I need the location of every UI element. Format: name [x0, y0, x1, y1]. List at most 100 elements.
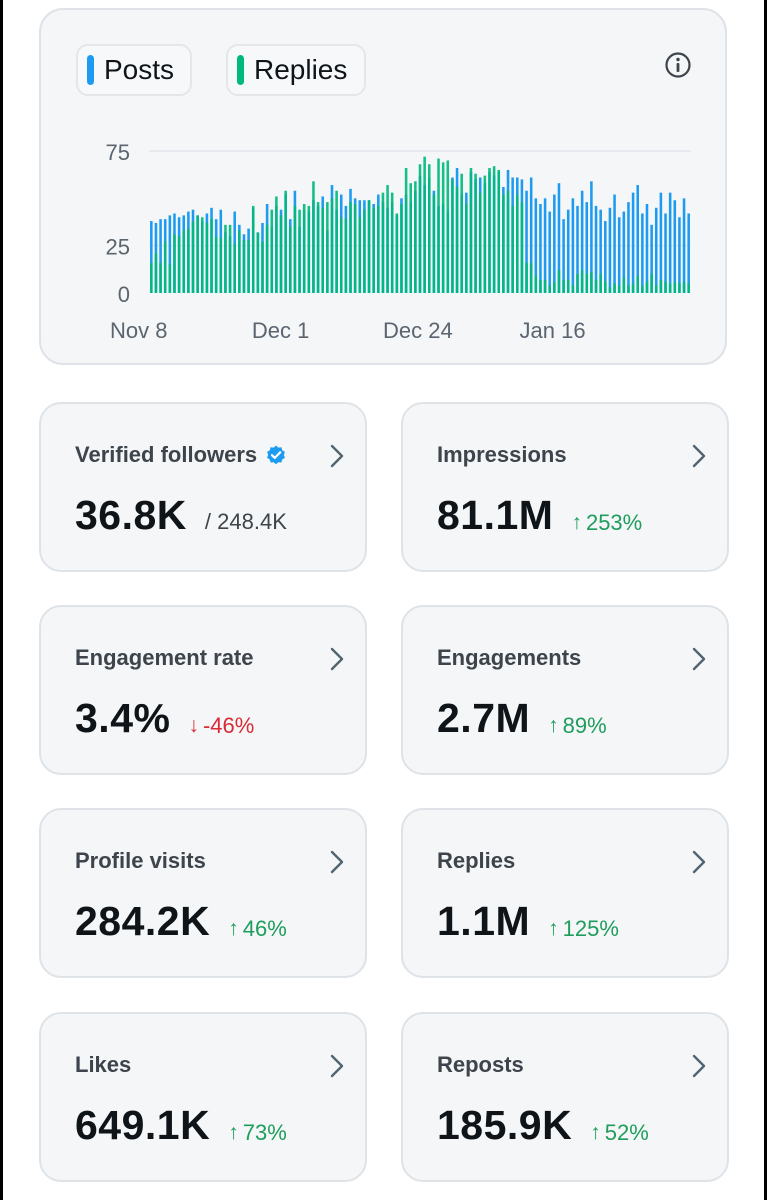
- replies-bar: [654, 285, 658, 293]
- x-tick-label: Dec 1: [252, 318, 309, 343]
- posts-bar: [622, 211, 626, 293]
- stat-value: 2.7M: [437, 695, 531, 741]
- stat-label-likes: Likes: [75, 1052, 132, 1077]
- replies-bar: [678, 283, 681, 293]
- replies-bar: [641, 285, 644, 293]
- replies-bar: [344, 219, 348, 293]
- replies-bar: [386, 185, 389, 293]
- posts-bar: [604, 221, 607, 293]
- stat-change: ↑ 46%: [228, 916, 287, 942]
- x-tick-label: Jan 16: [520, 318, 586, 343]
- replies-bar: [270, 209, 274, 293]
- info-icon[interactable]: [663, 50, 693, 80]
- replies-bar: [168, 264, 172, 293]
- stat-card-impressions[interactable]: Impressions 81.1M ↑ 253%: [401, 402, 729, 572]
- posts-bar: [678, 217, 681, 293]
- stat-value: 185.9K: [437, 1102, 573, 1148]
- stat-change-value: 89%: [562, 713, 607, 738]
- replies-bar: [627, 285, 630, 293]
- arrow-up-icon: ↑: [571, 511, 582, 534]
- replies-bar: [224, 224, 227, 293]
- posts-bar: [562, 219, 565, 293]
- chevron-right-icon: [330, 850, 344, 874]
- replies-bar: [529, 262, 533, 293]
- replies-bar: [506, 190, 510, 293]
- posts-bar: [566, 209, 570, 293]
- stat-row: 81.1M ↑ 253%: [437, 492, 642, 539]
- replies-bar: [636, 275, 640, 293]
- posts-bar: [525, 190, 528, 293]
- replies-bar: [460, 173, 463, 293]
- arrow-up-icon: ↑: [590, 1121, 601, 1144]
- replies-bar: [497, 169, 501, 293]
- replies-bar: [599, 274, 602, 293]
- stat-card-likes[interactable]: Likes 649.1K ↑ 73%: [39, 1012, 367, 1182]
- legend-replies-chip[interactable]: Replies: [226, 44, 366, 96]
- stat-card-profile-visits[interactable]: Profile visits 284.2K ↑ 46%: [39, 808, 367, 978]
- replies-bar: [335, 190, 338, 293]
- stat-card-replies[interactable]: Replies 1.1M ↑ 125%: [401, 808, 729, 978]
- replies-bar: [576, 274, 579, 293]
- stat-change-value: 253%: [585, 510, 643, 535]
- replies-bar: [316, 202, 320, 293]
- replies-bar: [673, 281, 677, 293]
- replies-bar: [613, 283, 616, 293]
- replies-bar: [363, 209, 366, 293]
- replies-bar: [604, 281, 607, 293]
- posts-bar: [557, 183, 561, 293]
- replies-bar: [502, 194, 505, 293]
- posts-bar: [673, 200, 677, 293]
- replies-bar: [557, 270, 561, 293]
- replies-bar: [210, 219, 213, 293]
- replies-bar: [446, 160, 450, 293]
- replies-bar: [483, 175, 487, 293]
- posts-bar: [641, 213, 644, 293]
- stat-card-reposts[interactable]: Reposts 185.9K ↑ 52%: [401, 1012, 729, 1182]
- replies-bar: [321, 207, 324, 293]
- replies-bar: [437, 158, 440, 293]
- posts-bar: [682, 198, 686, 293]
- chevron-right-icon: [330, 444, 344, 468]
- stat-card-verified-followers[interactable]: Verified followers 36.8K / 248.4K: [39, 402, 367, 572]
- arrow-up-icon: ↑: [548, 917, 559, 940]
- posts-bar: [645, 204, 649, 293]
- posts-bar: [654, 207, 658, 293]
- stat-row: 1.1M ↑ 125%: [437, 898, 619, 945]
- stat-change: ↑ 253%: [571, 510, 642, 536]
- replies-bar: [423, 156, 426, 293]
- stat-change-value: 73%: [242, 1120, 287, 1145]
- replies-bar: [451, 179, 454, 293]
- replies-bar: [219, 238, 223, 293]
- stat-value: 81.1M: [437, 492, 554, 538]
- replies-bar: [242, 239, 246, 293]
- posts-bar: [631, 192, 635, 293]
- posts-bar: [553, 194, 556, 293]
- replies-bar: [441, 162, 445, 293]
- replies-bar: [492, 166, 496, 293]
- posts-bar: [594, 205, 598, 293]
- chevron-right-icon: [692, 647, 706, 671]
- replies-bar: [395, 213, 399, 293]
- stat-card-engagements[interactable]: Engagements 2.7M ↑ 89%: [401, 605, 729, 775]
- posts-swatch: [87, 55, 94, 85]
- replies-bar: [377, 205, 380, 293]
- replies-bar: [265, 224, 269, 293]
- replies-bar: [659, 279, 663, 293]
- stat-label-profile-visits: Profile visits: [75, 848, 206, 873]
- replies-bar: [608, 287, 612, 293]
- replies-bar: [534, 275, 538, 293]
- activity-bar-chart: 0 25 75 Nov 8 Dec 1 Dec 24 Jan 16: [106, 140, 691, 343]
- posts-bar: [150, 221, 153, 293]
- chevron-right-icon: [692, 1054, 706, 1078]
- legend-posts-chip[interactable]: Posts: [76, 44, 192, 96]
- chevron-right-icon: [330, 647, 344, 671]
- posts-bar: [539, 204, 542, 293]
- replies-bar: [645, 281, 649, 293]
- replies-bar: [196, 215, 199, 293]
- stat-card-engagement-rate[interactable]: Engagement rate 3.4% ↓ -46%: [39, 605, 367, 775]
- replies-bar: [251, 205, 255, 293]
- posts-bar: [664, 213, 667, 293]
- replies-bar: [617, 285, 621, 293]
- posts-bar: [613, 194, 616, 293]
- replies-bar: [516, 194, 519, 293]
